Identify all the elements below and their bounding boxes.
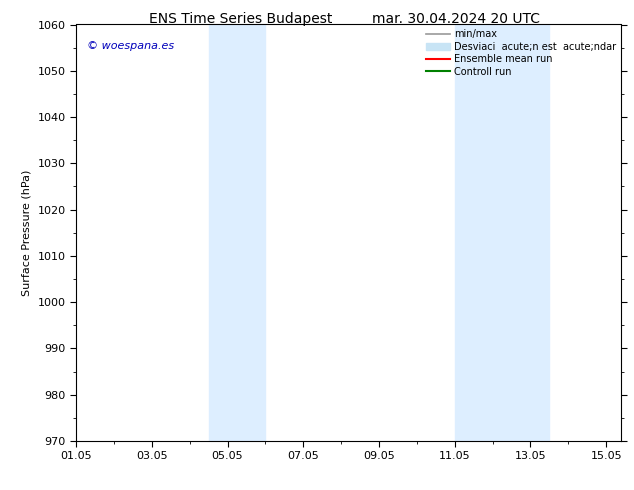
Bar (209, 24, 266, 441)
Text: © woespana.es: © woespana.es (87, 41, 174, 51)
Legend: min/max, Desviaci  acute;n est  acute;ndar, Ensemble mean run, Controll run: min/max, Desviaci acute;n est acute;ndar… (424, 27, 618, 78)
Y-axis label: Surface Pressure (hPa): Surface Pressure (hPa) (22, 170, 32, 296)
Bar (455, 24, 550, 441)
Text: ENS Time Series Budapest: ENS Time Series Budapest (149, 12, 333, 26)
Text: mar. 30.04.2024 20 UTC: mar. 30.04.2024 20 UTC (373, 12, 540, 26)
